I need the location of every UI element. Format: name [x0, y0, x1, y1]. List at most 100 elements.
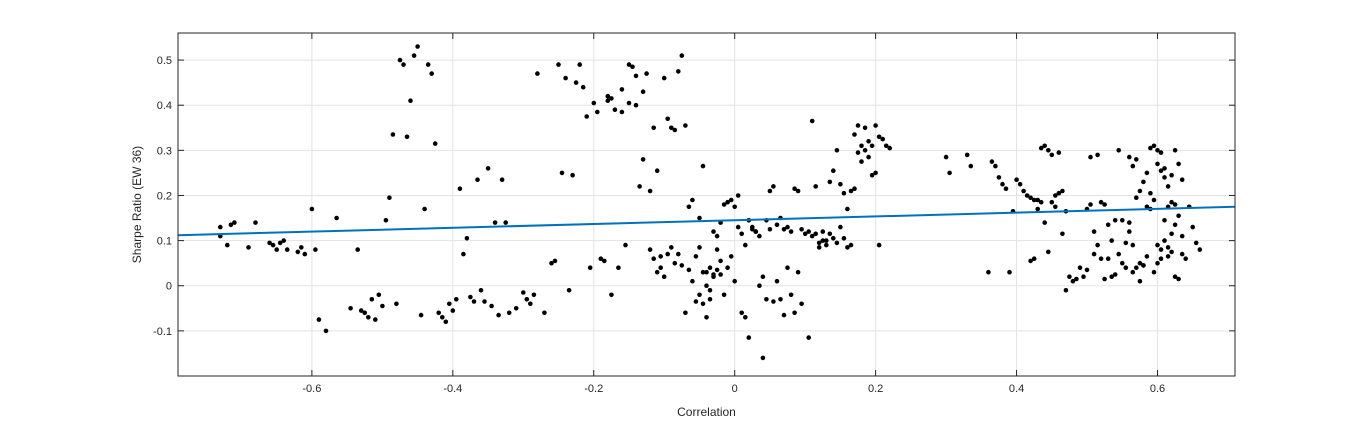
- scatter-point: [376, 292, 382, 298]
- scatter-point: [362, 310, 368, 316]
- scatter-point: [654, 168, 660, 173]
- y-tick-label: -0.1: [153, 326, 172, 338]
- scatter-point: [714, 267, 720, 273]
- scatter-point: [855, 150, 861, 155]
- scatter-point: [820, 229, 826, 234]
- scatter-point: [697, 215, 702, 221]
- scatter-point: [661, 274, 667, 280]
- scatter-point: [1134, 195, 1139, 200]
- scatter-point: [605, 93, 611, 99]
- scatter-point: [1151, 269, 1157, 275]
- scatter-point: [757, 283, 762, 289]
- scatter-point: [841, 190, 847, 196]
- scatter-point: [778, 297, 783, 302]
- scatter-point: [404, 134, 410, 140]
- scatter-point: [348, 306, 353, 311]
- scatter-point: [612, 107, 618, 112]
- scatter-point: [595, 109, 600, 115]
- scatter-point: [580, 84, 586, 90]
- scatter-point: [714, 247, 720, 252]
- scatter-point: [401, 62, 406, 67]
- axis-ticks: -0.6 -0.4 -0.2 0 0.2 0.4 0.6 -0.1 0 0.1 0.2 0.3 0.4 0…: [153, 33, 1235, 395]
- scatter-point: [728, 197, 734, 203]
- scatter-point: [859, 143, 864, 149]
- scatter-point: [809, 233, 815, 239]
- scatter-point: [1193, 240, 1199, 246]
- scatter-point: [704, 283, 709, 289]
- scatter-point: [619, 109, 625, 115]
- scatter-point: [1130, 242, 1136, 248]
- scatter-point: [1144, 204, 1150, 210]
- scatter-point: [1155, 242, 1160, 248]
- scatter-point: [1162, 238, 1167, 243]
- scatter-point: [1046, 148, 1051, 153]
- scatter-point: [390, 132, 396, 137]
- scatter-point: [700, 269, 706, 275]
- scatter-point: [626, 62, 632, 67]
- scatter-point: [841, 236, 847, 241]
- scatter-point: [521, 290, 526, 295]
- scatter-point: [862, 125, 868, 131]
- x-tick-label: -0.2: [584, 383, 603, 395]
- scatter-point: [809, 118, 815, 124]
- scatter-point: [848, 242, 854, 248]
- scatter-point: [746, 335, 752, 340]
- scatter-point: [732, 204, 737, 210]
- scatter-point: [721, 292, 727, 298]
- scatter-point: [443, 319, 449, 325]
- scatter-point: [602, 258, 607, 264]
- x-tick-label: -0.6: [302, 383, 321, 395]
- scatter-point: [852, 186, 857, 191]
- scatter-point: [633, 73, 639, 79]
- scatter-point: [323, 328, 329, 334]
- scatter-point: [1155, 260, 1160, 266]
- scatter-point: [672, 260, 678, 266]
- scatter-point: [1130, 163, 1136, 169]
- scatter-point: [834, 240, 840, 246]
- scatter-point: [274, 247, 280, 252]
- scatter-point: [387, 195, 392, 200]
- scatter-point: [707, 288, 713, 293]
- scatter-point: [1028, 258, 1033, 264]
- scatter-point: [1176, 161, 1181, 167]
- scatter-point: [1179, 233, 1185, 239]
- scatter-point: [587, 265, 593, 271]
- scatter-point: [373, 317, 378, 322]
- scatter-point: [468, 294, 473, 300]
- scatter-point: [281, 238, 287, 243]
- scatter-point: [788, 229, 794, 234]
- scatter-point: [711, 274, 716, 280]
- scatter-point: [1102, 202, 1107, 207]
- scatter-point: [1067, 274, 1072, 280]
- scatter-point: [644, 71, 649, 76]
- scatter-point: [838, 224, 843, 230]
- scatter-point: [640, 89, 646, 94]
- scatter-point: [313, 247, 318, 252]
- scatter-point: [859, 159, 864, 164]
- scatter-point: [665, 116, 670, 122]
- scatter-point: [725, 199, 730, 205]
- scatter-point: [661, 75, 667, 81]
- scatter-point: [767, 227, 773, 232]
- scatter-point: [1158, 150, 1164, 155]
- scatter-point: [739, 310, 744, 316]
- x-tick-label: 0.4: [1009, 383, 1024, 395]
- scatter-point: [764, 297, 769, 302]
- scatter-point: [577, 62, 582, 67]
- scatter-point: [411, 53, 417, 58]
- scatter-point: [647, 247, 653, 252]
- scatter-point: [876, 242, 882, 248]
- scatter-point: [996, 175, 1002, 180]
- scatter-point: [366, 315, 371, 320]
- scatter-point: [968, 163, 974, 169]
- scatter-point: [714, 233, 720, 239]
- y-tick-label: 0.3: [157, 145, 172, 157]
- scatter-point: [943, 154, 949, 160]
- scatter-point: [1197, 247, 1203, 252]
- scatter-point: [1172, 202, 1178, 207]
- scatter-point: [690, 278, 695, 284]
- scatter-point: [355, 247, 361, 252]
- scatter-point: [619, 87, 625, 92]
- scatter-point: [647, 188, 653, 194]
- scatter-point: [1162, 218, 1167, 223]
